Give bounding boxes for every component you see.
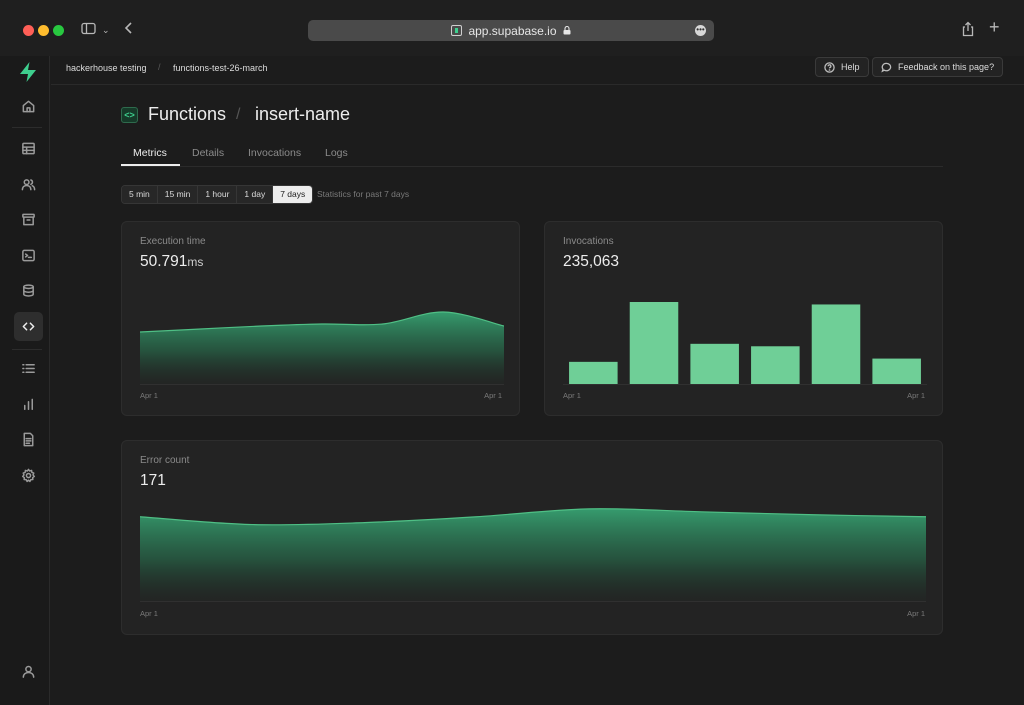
sidebar bbox=[0, 56, 50, 705]
terminal-icon[interactable] bbox=[14, 241, 43, 270]
time-range-selector: 5 min 15 min 1 hour 1 day 7 days bbox=[121, 185, 314, 204]
error-count-card: Error count 171 Apr 1 Apr 1 bbox=[121, 440, 943, 635]
feedback-label: Feedback on this page? bbox=[898, 62, 995, 72]
bar[interactable] bbox=[811, 304, 861, 384]
series-line bbox=[140, 508, 926, 526]
feedback-button[interactable]: Feedback on this page? bbox=[872, 57, 1004, 77]
top-bar: hackerhouse testing / functions-test-26-… bbox=[51, 56, 1024, 85]
table-icon[interactable] bbox=[14, 134, 43, 163]
range-7-days[interactable]: 7 days bbox=[273, 186, 313, 203]
range-5-min[interactable]: 5 min bbox=[122, 186, 158, 203]
x-tick-end: Apr 1 bbox=[484, 391, 502, 400]
invocations-value: 235,063 bbox=[563, 253, 620, 270]
function-name-title: insert-name bbox=[255, 104, 351, 124]
breadcrumb-separator: / bbox=[158, 62, 161, 72]
gear-icon[interactable] bbox=[14, 461, 43, 490]
execution-time-label: Execution time bbox=[140, 236, 206, 247]
help-icon bbox=[824, 61, 835, 73]
invocations-label: Invocations bbox=[563, 236, 614, 247]
chart-axis bbox=[140, 601, 926, 602]
range-1-hour[interactable]: 1 hour bbox=[198, 186, 238, 203]
help-button[interactable]: Help bbox=[815, 57, 869, 77]
active-tab-indicator bbox=[121, 164, 180, 166]
error-count-label: Error count bbox=[140, 455, 190, 466]
execution-time-chart bbox=[140, 311, 504, 384]
tabs-divider bbox=[121, 166, 943, 167]
bar[interactable] bbox=[629, 302, 679, 384]
tab-logs[interactable]: Logs bbox=[325, 147, 348, 159]
list-icon[interactable] bbox=[14, 354, 43, 383]
bar[interactable] bbox=[751, 346, 800, 384]
breadcrumb-org[interactable]: hackerhouse testing bbox=[66, 63, 147, 73]
header-separator: / bbox=[236, 106, 241, 123]
error-count-chart bbox=[140, 508, 926, 601]
bar[interactable] bbox=[872, 358, 921, 384]
maximize-window-button[interactable] bbox=[53, 25, 64, 36]
execution-time-number: 50.791 bbox=[140, 253, 188, 270]
x-tick-start: Apr 1 bbox=[563, 391, 581, 400]
execution-time-unit: ms bbox=[187, 255, 204, 269]
series-line bbox=[140, 311, 504, 333]
browser-toolbar: ⌄ app.supabase.io ••• + bbox=[0, 0, 1024, 56]
error-count-value: 171 bbox=[140, 472, 166, 489]
sidebar-toggle-icon[interactable] bbox=[81, 21, 96, 39]
chevron-down-icon[interactable]: ⌄ bbox=[102, 25, 110, 35]
new-tab-icon[interactable]: + bbox=[989, 17, 1000, 37]
tab-metrics[interactable]: Metrics bbox=[133, 147, 167, 159]
close-window-button[interactable] bbox=[23, 25, 34, 36]
invocations-card: Invocations 235,063 Apr 1 Apr 1 bbox=[544, 221, 943, 416]
users-icon[interactable] bbox=[14, 170, 43, 199]
page-section-title[interactable]: Functions bbox=[148, 104, 227, 124]
invocations-chart bbox=[569, 302, 921, 384]
sidebar-divider bbox=[12, 127, 42, 128]
code-icon[interactable] bbox=[14, 312, 43, 341]
chat-bubble-icon bbox=[881, 62, 892, 72]
address-bar[interactable]: app.supabase.io ••• bbox=[308, 20, 714, 41]
x-tick-start: Apr 1 bbox=[140, 391, 158, 400]
bar-chart-icon[interactable] bbox=[14, 390, 43, 419]
tab-invocations[interactable]: Invocations bbox=[248, 147, 302, 159]
help-label: Help bbox=[841, 62, 860, 72]
breadcrumb-project[interactable]: functions-test-26-march bbox=[173, 63, 268, 73]
supabase-logo[interactable] bbox=[18, 61, 38, 83]
minimize-window-button[interactable] bbox=[38, 25, 49, 36]
range-1-day[interactable]: 1 day bbox=[237, 186, 274, 203]
x-tick-end: Apr 1 bbox=[907, 609, 925, 618]
area-fill bbox=[140, 508, 926, 601]
x-tick-start: Apr 1 bbox=[140, 609, 158, 618]
sidebar-divider bbox=[12, 349, 42, 350]
functions-code-icon: <> bbox=[121, 107, 138, 123]
chart-axis bbox=[563, 384, 927, 385]
user-icon[interactable] bbox=[14, 657, 43, 686]
bar[interactable] bbox=[690, 343, 739, 384]
share-icon[interactable] bbox=[961, 21, 975, 41]
url-text: app.supabase.io bbox=[468, 23, 557, 38]
bar[interactable] bbox=[569, 361, 618, 384]
execution-time-value: 50.791ms bbox=[140, 253, 203, 271]
lock-icon bbox=[563, 26, 571, 35]
database-icon[interactable] bbox=[14, 276, 43, 305]
home-icon[interactable] bbox=[14, 92, 43, 121]
document-icon[interactable] bbox=[14, 425, 43, 454]
tab-details[interactable]: Details bbox=[192, 147, 225, 159]
more-icon[interactable]: ••• bbox=[695, 25, 706, 36]
range-description: Statistics for past 7 days bbox=[317, 189, 410, 199]
archive-icon[interactable] bbox=[14, 205, 43, 234]
x-tick-end: Apr 1 bbox=[907, 391, 925, 400]
execution-time-card: Execution time 50.791ms Apr 1 Apr 1 bbox=[121, 221, 520, 416]
favicon-icon bbox=[451, 25, 463, 36]
back-icon[interactable] bbox=[124, 21, 134, 39]
area-fill bbox=[140, 311, 504, 384]
chart-axis bbox=[140, 384, 504, 385]
range-15-min[interactable]: 15 min bbox=[157, 186, 199, 203]
